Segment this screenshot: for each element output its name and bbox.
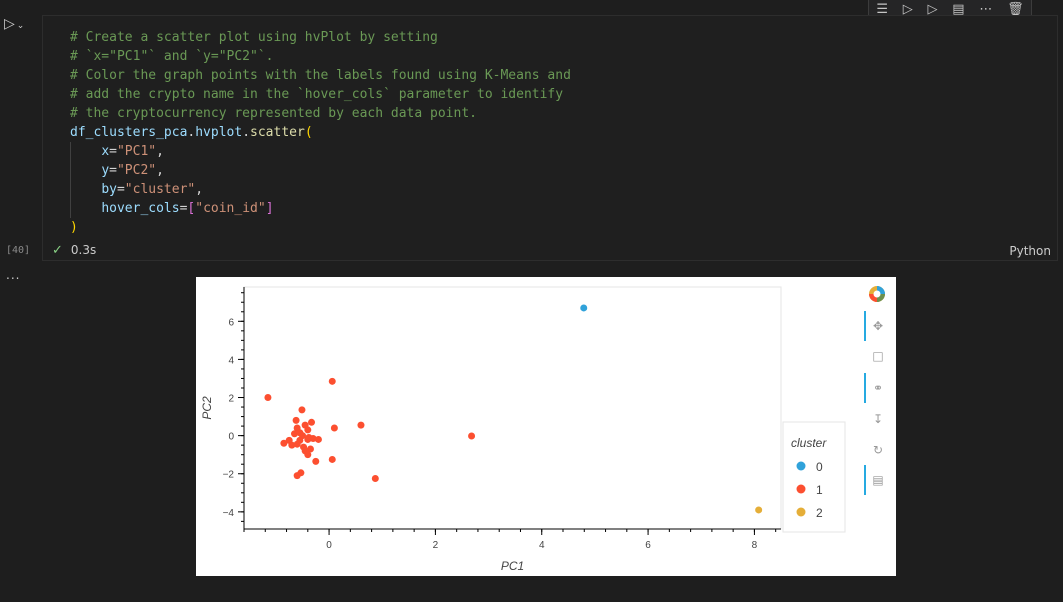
y-tick-label: 6	[228, 317, 234, 328]
plot-frame	[243, 286, 782, 530]
scatter-plot[interactable]: 0 2 4 6 8 −4 −2 0 2 4 6 PC1 PC2 cluster 0 1 2	[196, 277, 896, 576]
code-module: hvplot	[195, 125, 243, 140]
scatter-point-cluster-1	[312, 457, 320, 465]
scatter-point-cluster-1	[292, 416, 300, 424]
box-zoom-icon[interactable]: □	[872, 349, 884, 363]
scatter-point-cluster-1	[468, 432, 476, 440]
split-cell-icon[interactable]: ▤	[952, 1, 965, 17]
scatter-point-cluster-0	[580, 304, 588, 312]
execute-below-icon[interactable]: ▷	[927, 1, 938, 17]
x-tick-label: 4	[539, 540, 545, 551]
scatter-point-cluster-1	[298, 406, 306, 414]
scatter-point-cluster-1	[293, 440, 301, 448]
y-tick-label: 2	[228, 394, 234, 405]
scatter-point-cluster-1	[305, 434, 313, 442]
run-cell-button[interactable]: ▷ ⌄	[4, 16, 24, 32]
execution-duration: 0.3s	[70, 243, 97, 257]
scatter-point-cluster-1	[264, 394, 272, 402]
execution-count: [40]	[6, 245, 31, 256]
output-more-icon[interactable]: ...	[6, 268, 21, 282]
scatter-point-cluster-2	[755, 506, 763, 514]
reset-icon[interactable]: ↻	[872, 443, 884, 457]
y-tick-label: −4	[223, 508, 235, 519]
execute-above-icon[interactable]: ▷	[902, 1, 913, 17]
y-tick-label: −2	[223, 470, 235, 481]
execution-status: ✓ 0.3s	[52, 243, 96, 258]
y-tick-label: 4	[228, 355, 234, 366]
y-axis-label: PC2	[200, 396, 214, 420]
scatter-point-cluster-1	[304, 451, 312, 459]
legend-label-2: 2	[816, 506, 823, 520]
save-icon[interactable]: ↧	[872, 412, 884, 426]
code-cell[interactable]	[42, 15, 1058, 261]
legend-box	[782, 421, 846, 533]
scatter-point-cluster-1	[314, 435, 322, 443]
code-comment: # `x="PC1"` and `y="PC2"`.	[70, 49, 274, 64]
check-icon: ✓	[52, 243, 63, 258]
scatter-point-cluster-1	[280, 439, 288, 447]
scatter-point-cluster-1	[304, 426, 312, 434]
active-tool-indicator	[864, 373, 866, 403]
scatter-point-cluster-1	[296, 429, 304, 437]
x-axis-label: PC1	[501, 559, 524, 573]
code-arg-name: y	[101, 163, 110, 178]
x-tick-label: 8	[752, 540, 758, 551]
scatter-point-cluster-1	[297, 469, 305, 477]
active-tool-indicator	[864, 311, 866, 341]
code-editor[interactable]: # Create a scatter plot using hvPlot by …	[70, 30, 571, 235]
pan-icon[interactable]: ✥	[872, 319, 884, 333]
scatter-point-cluster-1	[288, 441, 296, 449]
x-tick-label: 0	[326, 540, 332, 551]
plot-output: 0 2 4 6 8 −4 −2 0 2 4 6 PC1 PC2 cluster 0 1 2 ✥ □ ⚭ ↧ ↻…	[196, 277, 896, 576]
active-tool-indicator	[864, 465, 866, 495]
play-icon: ▷	[4, 16, 15, 32]
scatter-point-cluster-1	[371, 475, 379, 483]
code-variable: df_clusters_pca	[70, 125, 188, 140]
scatter-point-cluster-1	[330, 424, 338, 432]
x-tick-label: 2	[433, 540, 439, 551]
scatter-point-cluster-1	[328, 377, 336, 385]
indent-guide	[70, 142, 71, 218]
code-arg-name: x	[101, 144, 110, 159]
language-selector[interactable]: Python	[1009, 244, 1051, 258]
code-comment: # add the crypto name in the `hover_cols…	[70, 87, 564, 102]
chevron-down-icon[interactable]: ⌄	[16, 21, 25, 31]
more-icon[interactable]: ⋯	[979, 1, 993, 17]
scatter-point-cluster-1	[306, 445, 314, 453]
code-arg-name: hover_cols	[101, 201, 180, 216]
code-arg-value: "coin_id"	[195, 201, 266, 216]
code-comment: # Color the graph points with the labels…	[70, 68, 571, 83]
wheel-zoom-icon[interactable]: ⚭	[872, 381, 884, 395]
code-function: scatter	[250, 125, 305, 140]
hover-icon[interactable]: ▤	[872, 473, 884, 487]
scatter-point-cluster-1	[357, 421, 365, 429]
scatter-point-cluster-1	[291, 430, 299, 438]
legend-title: cluster	[791, 436, 827, 450]
code-arg-value: "cluster"	[124, 182, 196, 197]
code-comment: # Create a scatter plot using hvPlot by …	[70, 30, 438, 45]
scatter-point-cluster-1	[308, 418, 316, 426]
y-tick-label: 0	[228, 432, 234, 443]
code-arg-value: "PC2"	[116, 163, 157, 178]
run-by-line-icon[interactable]: ☰	[876, 1, 889, 17]
code-arg-value: "PC1"	[116, 144, 157, 159]
code-arg-name: by	[101, 182, 117, 197]
legend-marker-1	[796, 484, 806, 494]
bokeh-logo-icon[interactable]	[868, 285, 888, 305]
legend-marker-0	[796, 461, 806, 471]
delete-icon[interactable]: 🗑	[1007, 1, 1024, 17]
legend-label-0: 0	[816, 460, 823, 474]
code-comment: # the cryptocurrency represented by each…	[70, 106, 477, 121]
legend-label-1: 1	[816, 483, 823, 497]
x-tick-label: 6	[645, 540, 651, 551]
scatter-point-cluster-1	[328, 455, 336, 463]
bokeh-toolbar: ✥ □ ⚭ ↧ ↻ ▤	[864, 285, 890, 505]
legend-marker-2	[796, 507, 806, 517]
